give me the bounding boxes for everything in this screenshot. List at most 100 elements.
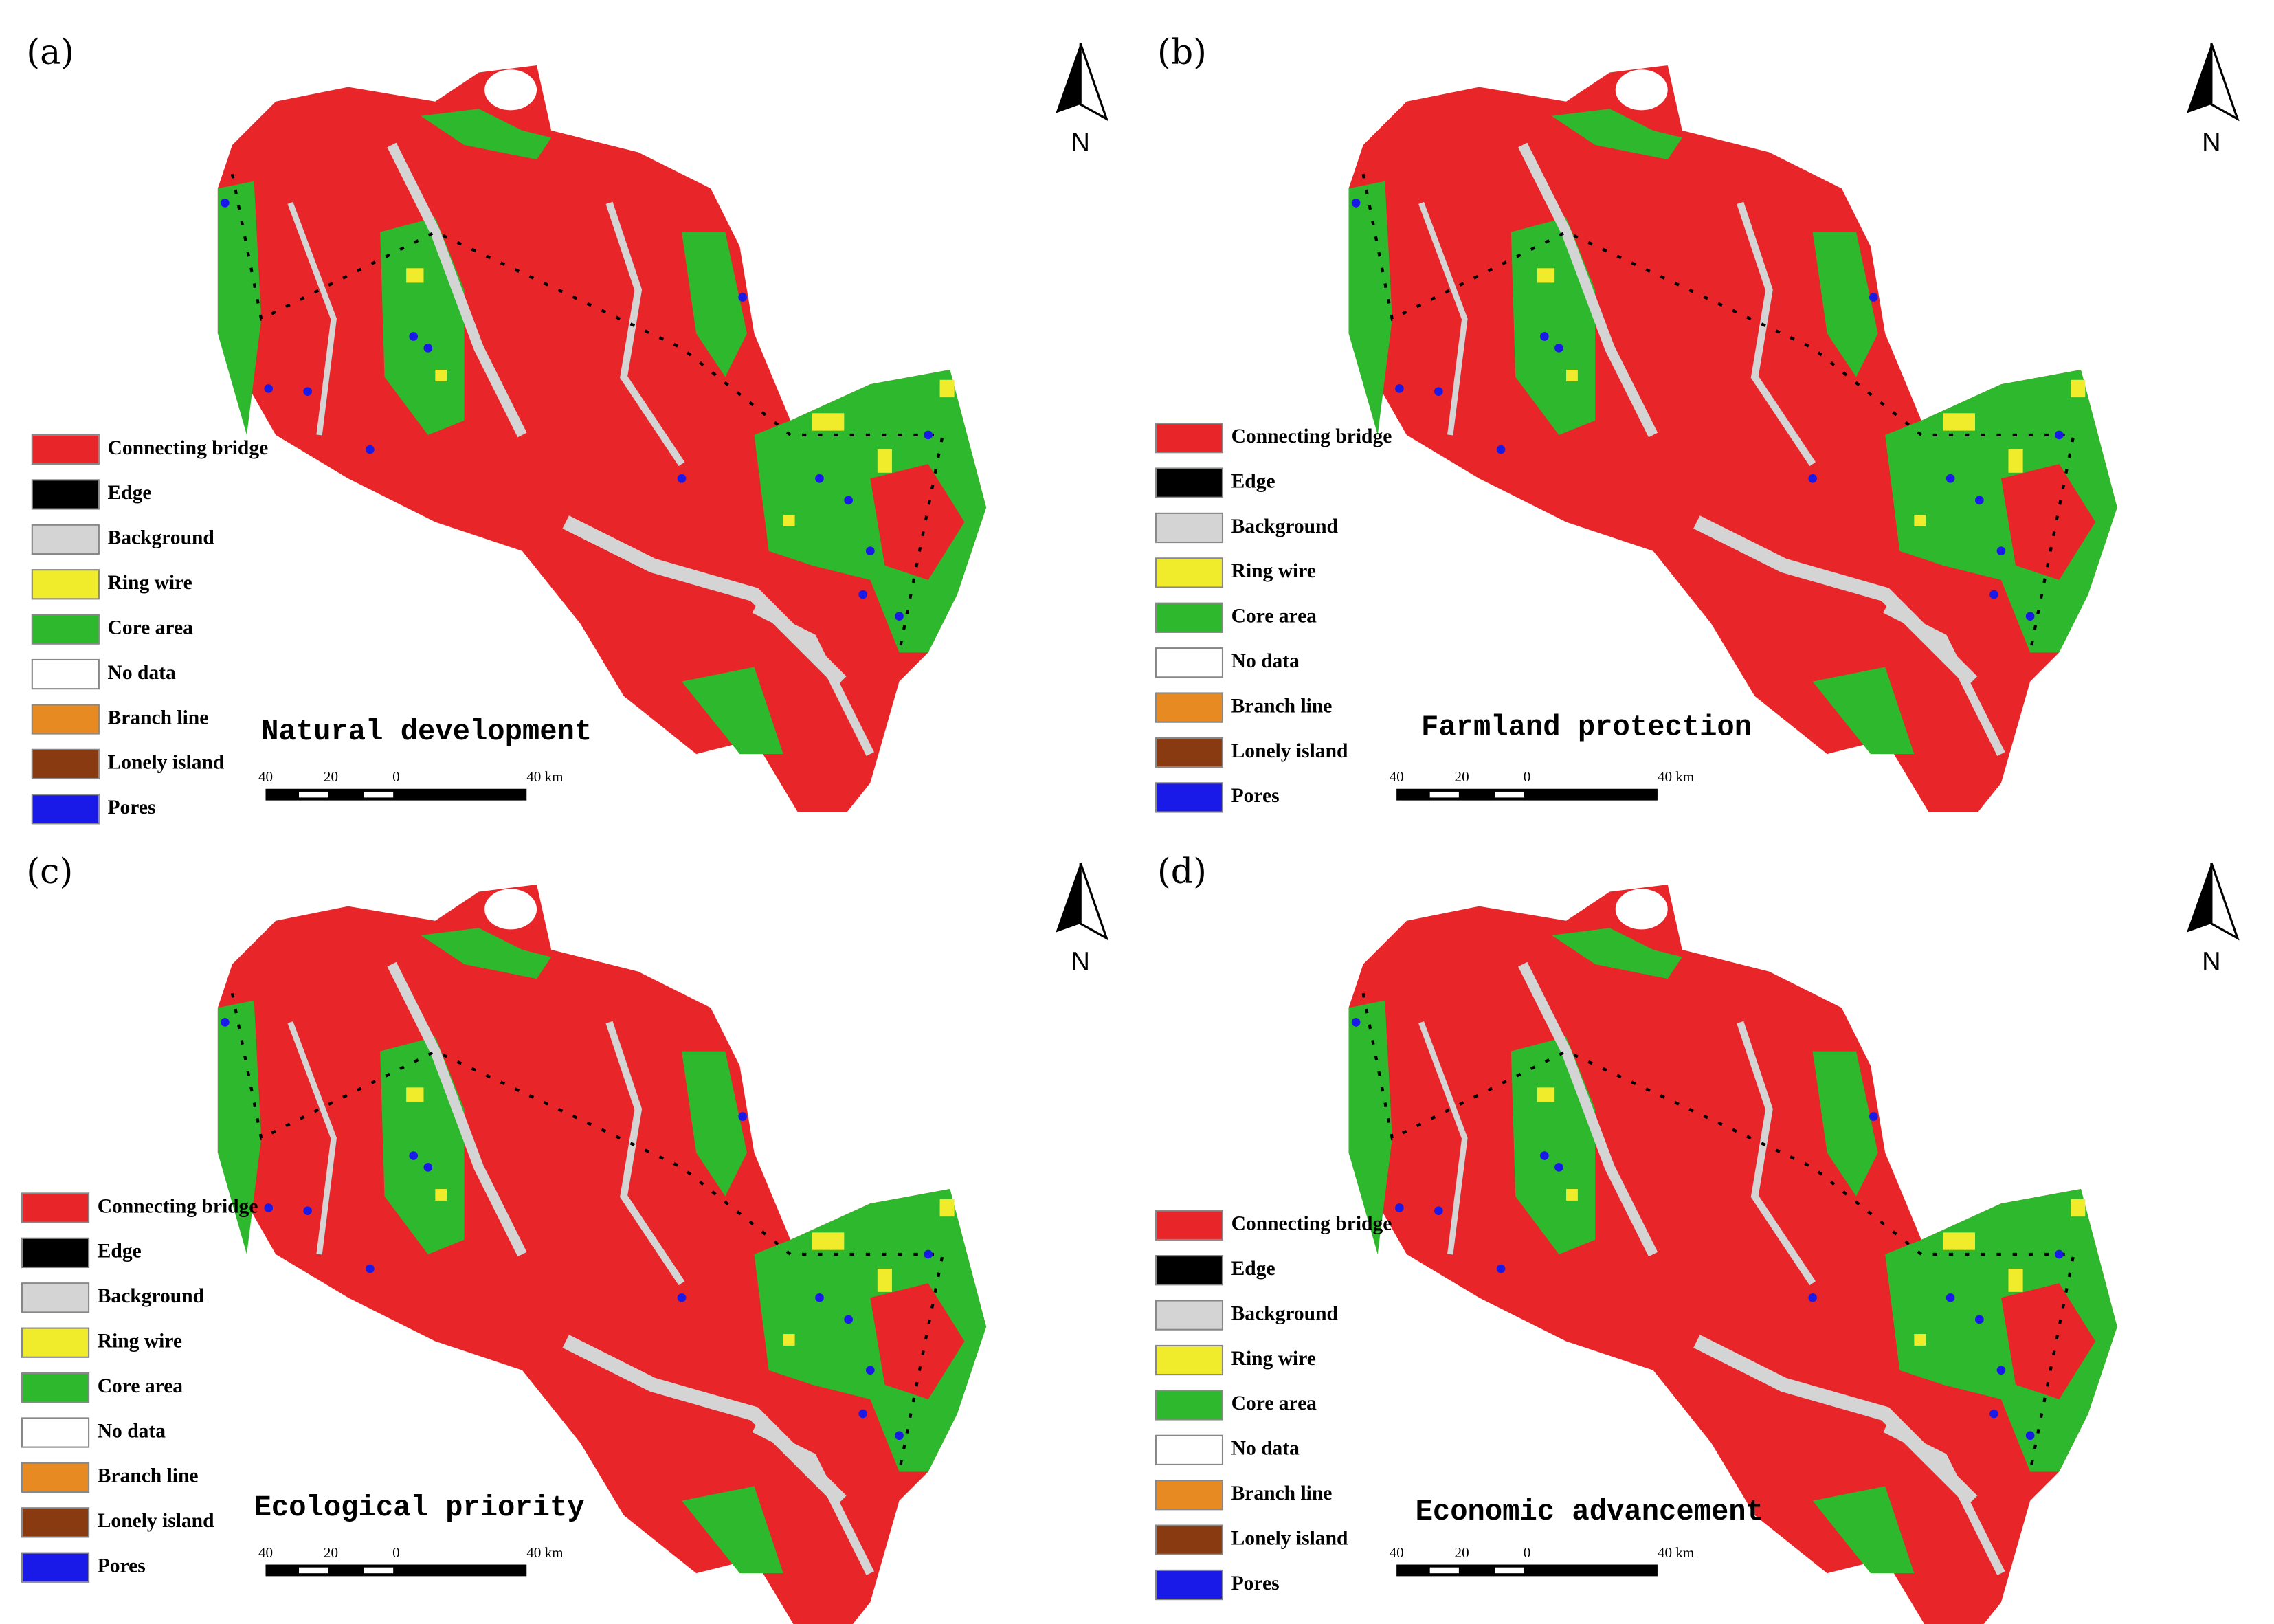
legend-swatch — [21, 1507, 90, 1538]
legend-swatch — [1155, 1344, 1224, 1376]
legend-swatch — [1155, 1480, 1224, 1511]
scale-bar — [1396, 1564, 1658, 1577]
legend-swatch — [1155, 423, 1224, 454]
legend-label: Lonely island — [1231, 1527, 1348, 1549]
scale-bar-gap — [1495, 791, 1524, 798]
legend-swatch — [1155, 602, 1224, 633]
legend-swatch — [21, 1462, 90, 1493]
north-arrow — [1079, 43, 1109, 122]
north-arrow — [1079, 862, 1109, 941]
scale-label: 20 — [324, 1544, 338, 1561]
legend-swatch — [1155, 1524, 1224, 1555]
scale-label: 0 — [392, 1544, 400, 1561]
legend-swatch — [21, 1327, 90, 1358]
map — [1349, 65, 2117, 819]
legend-swatch — [1155, 1390, 1224, 1421]
legend-label: Pores — [1231, 785, 1280, 807]
scale-bar — [1396, 788, 1658, 801]
legend-swatch — [1155, 1210, 1224, 1241]
legend-label: Pores — [98, 1555, 146, 1577]
scale-label: 20 — [1455, 768, 1469, 785]
legend-swatch — [1155, 782, 1224, 813]
legend-label: Edge — [1231, 470, 1275, 492]
legend-swatch — [1155, 647, 1224, 678]
legend-label: Background — [98, 1285, 205, 1307]
legend-label: Branch line — [108, 707, 209, 728]
legend-label: Branch line — [1231, 1482, 1333, 1504]
scale-bar-gap — [364, 1567, 394, 1574]
scale-label: 40 km — [526, 768, 564, 785]
panel: (d) Economic advancement N Connecting bridg… — [1155, 851, 2240, 1624]
legend-swatch — [21, 1237, 90, 1269]
legend-label: No data — [98, 1420, 166, 1442]
legend-swatch — [21, 1552, 90, 1583]
legend-label: Lonely island — [98, 1510, 214, 1532]
legend-label: Ring wire — [1231, 560, 1316, 582]
scale-label: 40 — [1390, 768, 1404, 785]
north-label: N — [1071, 947, 1090, 976]
legend-swatch — [21, 1372, 90, 1403]
legend-label: Core area — [1231, 605, 1317, 627]
legend-swatch — [31, 794, 100, 825]
scale-label: 40 km — [1658, 1544, 1695, 1561]
legend-label: Connecting bridge — [98, 1195, 258, 1217]
north-label: N — [2202, 128, 2220, 157]
legend-label: Core area — [98, 1375, 183, 1397]
north-label: N — [1071, 128, 1090, 157]
panel-title: Economic advancement — [1416, 1495, 1763, 1528]
north-arrow — [2210, 43, 2240, 122]
legend-swatch — [31, 614, 100, 645]
panel-title: Farmland protection — [1421, 711, 1752, 744]
legend-label: No data — [108, 662, 176, 684]
legend-swatch — [1155, 692, 1224, 723]
scale-bar — [265, 788, 527, 801]
legend-swatch — [1155, 467, 1224, 498]
legend-label: No data — [1231, 650, 1300, 672]
legend-swatch — [1155, 512, 1224, 544]
legend-label: Background — [1231, 1302, 1339, 1324]
scale-bar-gap — [364, 791, 394, 798]
north-label: N — [2202, 947, 2220, 976]
scale-label: 0 — [392, 768, 400, 785]
panel: (a) Natural development N Connecting bridge… — [26, 32, 1109, 825]
map — [218, 65, 986, 819]
legend-label: Edge — [98, 1241, 142, 1263]
north-arrow — [2210, 862, 2240, 941]
scale-bar-gap — [1429, 791, 1459, 798]
legend-swatch — [1155, 1569, 1224, 1601]
legend-label: Background — [108, 527, 215, 549]
legend-swatch — [31, 658, 100, 690]
panel-label: (b) — [1157, 32, 1207, 72]
scale-label: 0 — [1524, 768, 1531, 785]
legend-swatch — [31, 479, 100, 510]
scale-label: 20 — [1455, 1544, 1469, 1561]
north-arrow — [1056, 43, 1081, 113]
legend-label: Edge — [108, 482, 152, 504]
legend-label: Core area — [1231, 1392, 1317, 1414]
legend-swatch — [1155, 1434, 1224, 1465]
scale-bar-gap — [299, 791, 328, 798]
legend-swatch — [31, 569, 100, 600]
legend-swatch — [21, 1417, 90, 1448]
scale-label: 40 — [258, 768, 273, 785]
scale-bar-gap — [299, 1567, 328, 1574]
legend-swatch — [31, 434, 100, 465]
scale-label: 0 — [1524, 1544, 1531, 1561]
legend-label: Edge — [1231, 1258, 1275, 1280]
scale-label: 40 km — [1658, 768, 1695, 785]
panel-label: (c) — [26, 851, 73, 891]
legend-label: Connecting bridge — [1231, 425, 1392, 447]
legend-label: Ring wire — [98, 1330, 182, 1352]
panel-title: Ecological priority — [254, 1491, 585, 1524]
scale-bar-gap — [1495, 1567, 1524, 1574]
legend-swatch — [1155, 737, 1224, 768]
legend-swatch — [1155, 557, 1224, 588]
legend-label: Lonely island — [1231, 740, 1348, 762]
legend-label: Pores — [108, 797, 156, 819]
legend-label: Core area — [108, 616, 194, 638]
legend-label: Connecting bridge — [108, 437, 269, 459]
scale-label: 20 — [324, 768, 338, 785]
scale-bar-gap — [1429, 1567, 1459, 1574]
